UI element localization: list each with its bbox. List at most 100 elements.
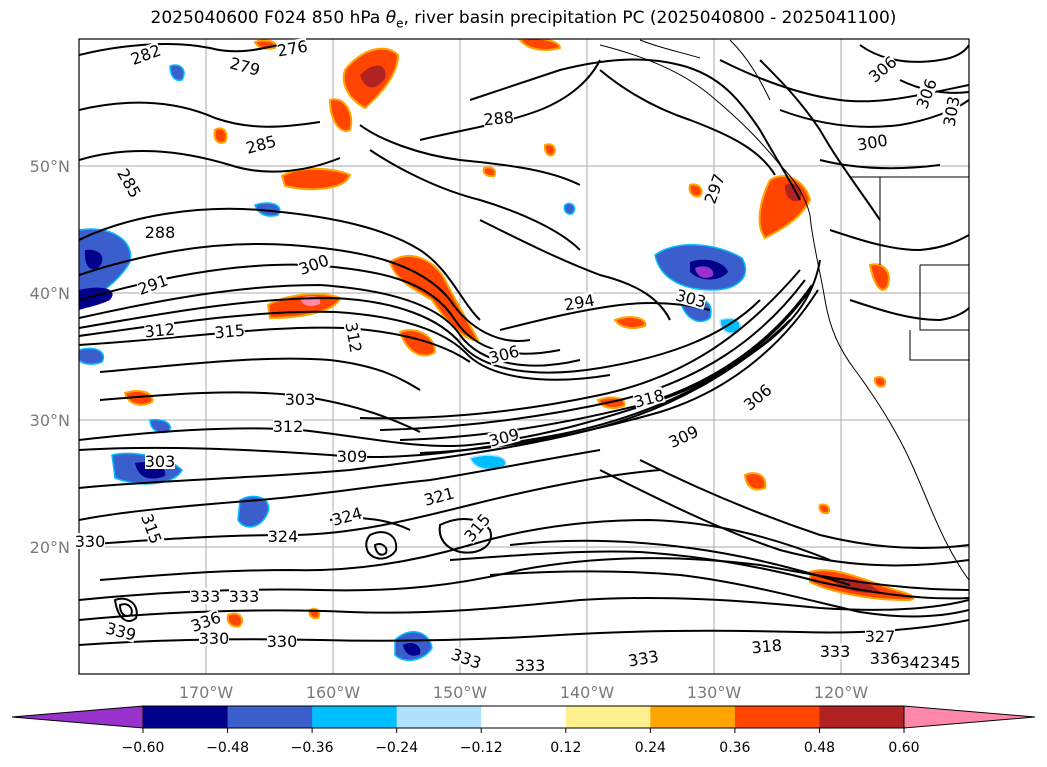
- colorbar-cell: [565, 706, 651, 728]
- colorbar-tick-labels: −0.60 −0.48 −0.36 −0.24 −0.12 0.12 0.24 0.36 0.4…: [122, 728, 920, 756]
- contour-label-bg: [75, 533, 105, 549]
- colorbar-cell: [227, 706, 313, 728]
- contour-label-bg: [128, 41, 163, 67]
- contour-label: 333: [229, 587, 260, 606]
- lat-label-30n: 30°N: [30, 411, 70, 430]
- contour-label-bg: [139, 511, 165, 546]
- colorbar-cell: [650, 706, 736, 728]
- contour-label: 318: [751, 636, 783, 658]
- contour-label-bg: [229, 588, 259, 604]
- contour-label-bg: [820, 643, 850, 659]
- contour-label: 327: [865, 627, 896, 646]
- contour-label-bg: [273, 418, 303, 434]
- colorbar-tick-label: −0.36: [291, 740, 334, 756]
- map-background: [79, 39, 969, 674]
- contour-label-bg: [563, 291, 596, 313]
- colorbar-tick-label: −0.60: [122, 740, 165, 756]
- lat-label-50n: 50°N: [30, 157, 70, 176]
- contour-label: 315: [214, 321, 246, 343]
- colorbar-tick-label: 0.48: [804, 740, 835, 756]
- contour-label-bg: [865, 628, 895, 644]
- colorbar-tick-label: 0.24: [635, 740, 666, 756]
- title-prefix: 2025040600 F024 850 hPa: [150, 8, 386, 28]
- contour-label: 333: [515, 656, 546, 675]
- precip-shading: [79, 39, 915, 662]
- contour-label: 342345: [899, 653, 960, 672]
- contour-label: 330: [267, 632, 298, 651]
- contour-label: 303: [145, 452, 176, 471]
- contour-label-bg: [115, 166, 144, 200]
- longitude-labels: 170°W 160°W 150°W 140°W 130°W 120°W: [179, 683, 869, 702]
- contour-label-bg: [144, 320, 176, 340]
- contour-label: 324: [268, 527, 299, 546]
- colorbar-cell: [396, 706, 482, 728]
- contour-label-bg: [267, 633, 297, 649]
- contour-label-bg: [145, 224, 175, 240]
- colorbar-tick-label: −0.48: [206, 740, 249, 756]
- colorbar-cell: [819, 706, 905, 728]
- colorbar-tick-label: −0.24: [375, 740, 418, 756]
- contour-label: 312: [144, 320, 176, 342]
- colorbar: −0.60 −0.48 −0.36 −0.24 −0.12 0.12 0.24 0.36 0.4…: [11, 705, 1036, 756]
- contour-label-group: 282 2762792852852882882913002942973033063…: [75, 37, 964, 675]
- lat-label-20n: 20°N: [30, 538, 70, 557]
- contour-label-bg: [515, 657, 545, 673]
- contour-label: 288: [145, 223, 176, 242]
- lon-label-120w: 120°W: [814, 683, 869, 702]
- coastlines: [599, 39, 969, 581]
- contour-label-bg: [751, 636, 783, 656]
- contour-label-bg: [856, 131, 889, 153]
- colorbar-tick-label: 0.60: [888, 740, 919, 756]
- colorbar-cell: [312, 706, 398, 728]
- lon-label-140w: 140°W: [560, 683, 615, 702]
- contour-label: 303: [285, 390, 316, 409]
- colorbar-cell: [734, 706, 820, 728]
- contour-label-bg: [188, 608, 223, 634]
- contour-label-bg: [870, 650, 900, 666]
- contour-label-bg: [674, 286, 708, 310]
- contour-label-bg: [285, 391, 315, 407]
- contour-label-bg: [740, 381, 775, 413]
- contour-label-bg: [422, 484, 456, 508]
- contour-label: 330: [199, 629, 230, 648]
- contour-label-bg: [343, 321, 365, 354]
- contour-label: 288: [483, 108, 515, 130]
- contour-label-bg: [865, 53, 900, 85]
- colorbar-tick-label: −0.12: [460, 740, 503, 756]
- lon-label-150w: 150°W: [433, 683, 488, 702]
- contour-label-bg: [276, 37, 309, 59]
- colorbar-tick-label: 0.36: [719, 740, 750, 756]
- contour-label-bg: [666, 422, 701, 450]
- contour-label: 336: [870, 649, 901, 668]
- contour-label-bg: [199, 630, 229, 646]
- contour-label-bg: [244, 132, 278, 156]
- lon-label-160w: 160°W: [306, 683, 361, 702]
- contour-label-bg: [483, 108, 515, 128]
- contour-label-bg: [627, 647, 660, 669]
- contour-label-bg: [913, 76, 939, 111]
- colorbar-cells: [11, 705, 1036, 729]
- contour-label-bg: [214, 321, 246, 341]
- colorbar-cell: [481, 706, 567, 728]
- contour-label-bg: [461, 510, 493, 545]
- theta-subscript: e: [396, 16, 404, 31]
- contour-label-bg: [135, 271, 170, 297]
- contour-label: 312: [273, 417, 304, 436]
- contour-label-bg: [268, 528, 298, 544]
- colorbar-cell: [143, 706, 229, 728]
- lon-label-170w: 170°W: [179, 683, 234, 702]
- contour-label-bg: [487, 425, 521, 449]
- colorbar-tick-label: 0.12: [550, 740, 581, 756]
- colorbar-extend-low: [11, 705, 144, 729]
- contour-label-bg: [228, 54, 262, 78]
- contour-label-bg: [701, 171, 727, 206]
- contour-label-bg: [487, 342, 521, 366]
- contour-label-bg: [296, 251, 331, 277]
- contour-label: 333: [190, 587, 221, 606]
- lat-label-40n: 40°N: [30, 284, 70, 303]
- contour-label-bg: [330, 504, 364, 528]
- map-title: 2025040600 F024 850 hPa θe, river basin …: [0, 8, 1047, 30]
- contour-label-bg: [900, 654, 960, 670]
- title-suffix: , river basin precipitation PC (20250408…: [403, 8, 897, 28]
